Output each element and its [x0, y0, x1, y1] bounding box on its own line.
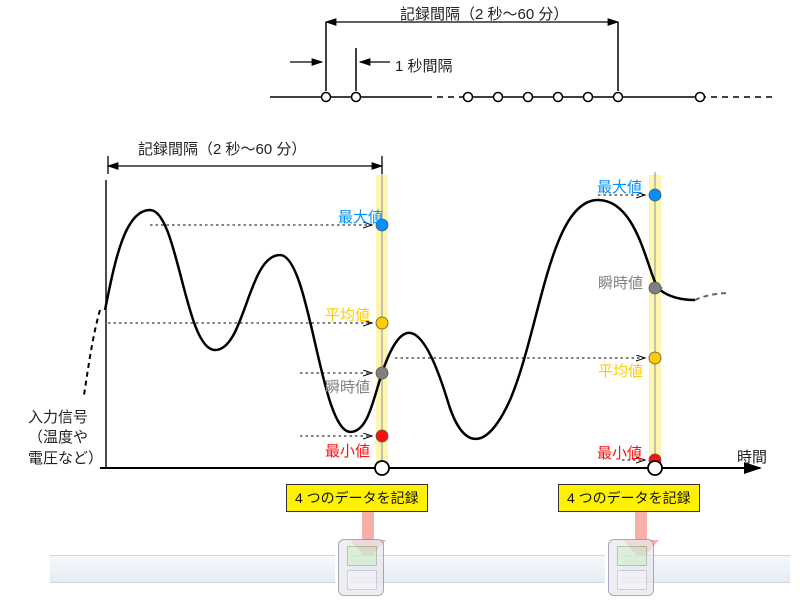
device-strip	[350, 555, 605, 583]
device-strip	[50, 555, 335, 583]
top-interval-label: 記録間隔（2 秒〜60 分）	[400, 3, 568, 24]
top-1sec-label: 1 秒間隔	[395, 55, 453, 76]
record-box-1: 4 つのデータを記録	[286, 484, 428, 512]
marker-label-inst: 瞬時値	[325, 376, 370, 397]
input-signal-label: 入力信号 （温度や 電圧など）	[28, 408, 103, 469]
logger-device-icon	[608, 539, 654, 596]
marker-label-avg: 平均値	[325, 304, 370, 325]
logger-device-icon	[338, 539, 384, 596]
diagram-canvas: 記録間隔（2 秒〜60 分） 1 秒間隔 記録間隔（2 秒〜60 分） 時間 入…	[0, 0, 800, 600]
marker-label-min: 最小値	[325, 440, 370, 461]
marker-label-max: 最大値	[338, 206, 383, 227]
marker-label-avg: 平均値	[598, 360, 643, 381]
marker-label-max: 最大値	[597, 176, 642, 197]
time-axis-label: 時間	[737, 446, 767, 467]
record-box-2: 4 つのデータを記録	[558, 484, 700, 512]
marker-label-inst: 瞬時値	[598, 272, 643, 293]
main-interval-label: 記録間隔（2 秒〜60 分）	[138, 138, 306, 159]
marker-label-min: 最小値	[597, 442, 642, 463]
